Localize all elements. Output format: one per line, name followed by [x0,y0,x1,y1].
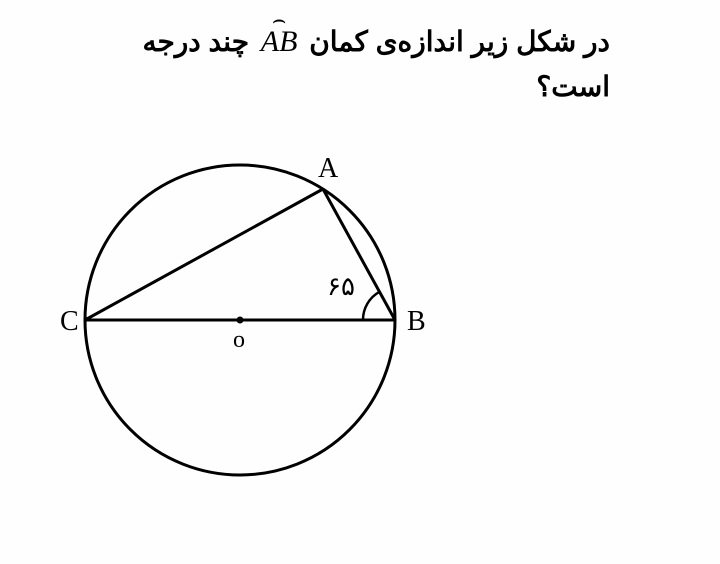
label-a: A [318,153,339,184]
center-dot [237,317,244,324]
angle-value: ۶۵ [327,271,355,301]
question-line-1: در شکل زیر اندازه‌ی کمان AB چند درجه [30,18,610,66]
question-part2: چند درجه [142,26,249,57]
chord-ca [85,189,323,320]
label-o: o [233,327,245,353]
label-b: B [407,306,426,337]
question-text: در شکل زیر اندازه‌ی کمان AB چند درجه است… [30,18,610,103]
arc-ab-symbol: AB [261,18,298,66]
geometry-diagram: A B C o ۶۵ [25,145,465,545]
label-c: C [60,306,79,337]
question-line-2: است؟ [30,70,610,103]
angle-arc [363,292,380,320]
question-part1: در شکل زیر اندازه‌ی کمان [309,26,610,57]
